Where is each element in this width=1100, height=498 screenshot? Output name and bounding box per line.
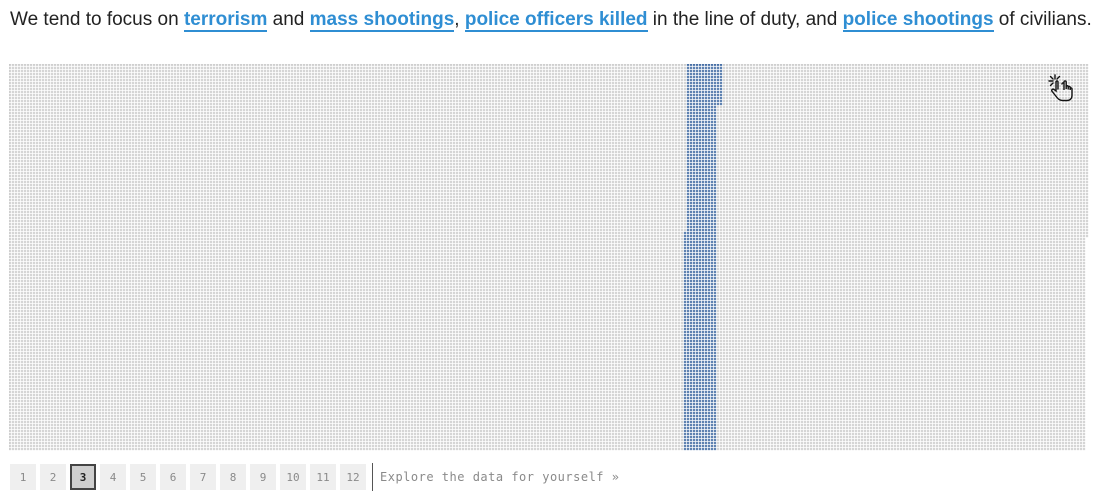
page-button-1[interactable]: 1: [10, 464, 36, 490]
link-mass-shootings[interactable]: mass shootings: [309, 9, 455, 32]
intro-suffix: of civilians.: [993, 9, 1092, 30]
dot-grid-visualization[interactable]: [9, 64, 1089, 452]
page-button-12[interactable]: 12: [340, 464, 366, 490]
page-button-4[interactable]: 4: [100, 464, 126, 490]
pointing-hand-click-icon: [1047, 72, 1079, 104]
intro-prefix: We tend to focus on: [10, 9, 184, 30]
intro-paragraph: We tend to focus on terrorism and mass s…: [10, 8, 1092, 32]
dot-grid-canvas[interactable]: [9, 64, 1089, 452]
intro-middle: in the line of duty, and: [647, 9, 843, 30]
intro-and: and: [267, 9, 310, 30]
page-button-9[interactable]: 9: [250, 464, 276, 490]
page-button-3-active[interactable]: 3: [70, 464, 96, 490]
link-terrorism[interactable]: terrorism: [183, 9, 268, 32]
intro-comma: ,: [454, 9, 465, 30]
page-button-2[interactable]: 2: [40, 464, 66, 490]
explore-data-link[interactable]: Explore the data for yourself »: [380, 470, 620, 484]
page-button-5[interactable]: 5: [130, 464, 156, 490]
page-button-8[interactable]: 8: [220, 464, 246, 490]
link-police-officers-killed[interactable]: police officers killed: [464, 9, 648, 32]
page-button-11[interactable]: 11: [310, 464, 336, 490]
page-button-10[interactable]: 10: [280, 464, 306, 490]
page-button-6[interactable]: 6: [160, 464, 186, 490]
pagination: 1 2 3 4 5 6 7 8 9 10 11 12 Explore the d…: [10, 462, 619, 492]
link-police-shootings[interactable]: police shootings: [842, 9, 994, 32]
page-button-7[interactable]: 7: [190, 464, 216, 490]
pagination-divider: [372, 463, 373, 491]
